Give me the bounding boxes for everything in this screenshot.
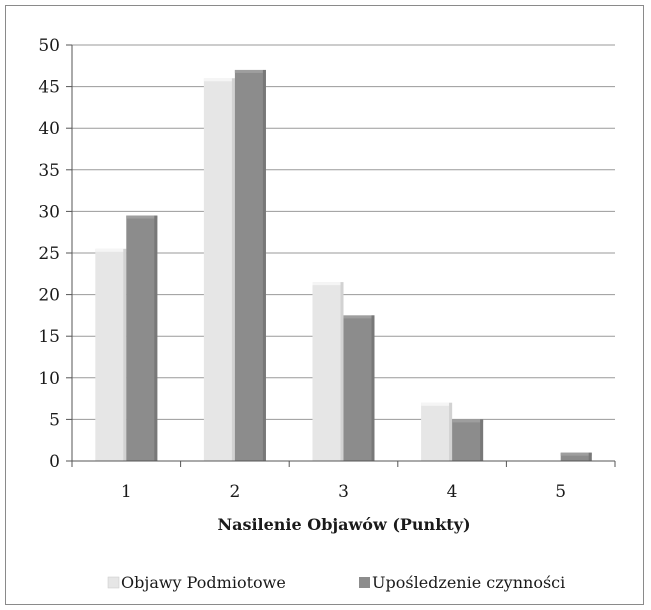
legend-swatch-uposledzenie-czynnosci bbox=[359, 577, 370, 588]
bar-top-highlight bbox=[234, 69, 266, 73]
y-tick-label: 30 bbox=[38, 202, 60, 222]
bar-objawy-podmiotowe-1 bbox=[95, 248, 127, 461]
legend-swatch-objawy-podmiotowe bbox=[107, 576, 120, 589]
bar-edge-shade bbox=[154, 215, 158, 461]
bar-uposledzenie-czynnosci-3 bbox=[343, 315, 375, 461]
bar-body bbox=[126, 215, 158, 461]
bar-uposledzenie-czynnosci-1 bbox=[126, 215, 158, 461]
y-tick-label: 0 bbox=[49, 452, 60, 472]
bar-body bbox=[203, 78, 235, 461]
y-axis-ticks: 0 5 10 15 20 25 30 35 40 45 50 bbox=[38, 36, 72, 472]
bar-edge-shade bbox=[588, 452, 592, 461]
x-axis-title: Nasilenie Objawów (Punkty) bbox=[217, 515, 470, 534]
bar-top-highlight bbox=[343, 315, 375, 319]
y-tick-label: 15 bbox=[38, 327, 60, 347]
bar-uposledzenie-czynnosci-4 bbox=[452, 419, 484, 461]
x-tick-label: 3 bbox=[338, 482, 349, 502]
legend-label-uposledzenie-czynnosci: Upośledzenie czynności bbox=[372, 573, 565, 592]
bar-edge-shade bbox=[371, 315, 375, 461]
y-tick-label: 10 bbox=[38, 369, 60, 389]
y-tick-label: 20 bbox=[38, 286, 60, 306]
bar-uposledzenie-czynnosci-2 bbox=[234, 69, 266, 462]
bar-body bbox=[234, 69, 266, 462]
y-tick-label: 40 bbox=[38, 119, 60, 139]
gridlines bbox=[72, 44, 615, 420]
bar-body bbox=[452, 419, 484, 461]
bar-edge-shade bbox=[231, 78, 235, 461]
bar-top-highlight bbox=[126, 215, 158, 219]
x-tick-label: 2 bbox=[229, 482, 240, 502]
y-tick-label: 35 bbox=[38, 161, 60, 181]
y-tick-label: 50 bbox=[38, 36, 60, 56]
bar-objawy-podmiotowe-2 bbox=[203, 78, 235, 461]
bar-objawy-podmiotowe-4 bbox=[421, 402, 453, 461]
bars bbox=[95, 69, 592, 462]
legend-label-objawy-podmiotowe: Objawy Podmiotowe bbox=[121, 573, 286, 592]
bar-edge-shade bbox=[262, 69, 266, 462]
bar-uposledzenie-czynnosci-5 bbox=[560, 452, 592, 461]
bar-top-highlight bbox=[421, 402, 453, 406]
x-tick-label: 1 bbox=[121, 482, 132, 502]
x-tick-label: 5 bbox=[555, 482, 566, 502]
bar-edge-shade bbox=[449, 402, 453, 461]
bar-top-highlight bbox=[95, 248, 127, 252]
bar-top-highlight bbox=[452, 419, 484, 423]
bar-top-highlight bbox=[560, 452, 592, 456]
bar-body bbox=[95, 248, 127, 461]
legend: Objawy Podmiotowe Upośledzenie czynności bbox=[107, 573, 565, 592]
axes bbox=[71, 45, 615, 462]
bar-edge-shade bbox=[480, 419, 484, 461]
bar-objawy-podmiotowe-3 bbox=[312, 282, 344, 461]
bar-body bbox=[343, 315, 375, 461]
bar-top-highlight bbox=[203, 78, 235, 82]
bar-body bbox=[421, 402, 453, 461]
bar-edge-shade bbox=[123, 248, 127, 461]
bar-top-highlight bbox=[312, 282, 344, 286]
bar-body bbox=[560, 452, 592, 461]
bar-body bbox=[312, 282, 344, 461]
y-tick-label: 5 bbox=[49, 410, 60, 430]
y-tick-label: 25 bbox=[38, 244, 60, 264]
x-tick-label: 4 bbox=[447, 482, 458, 502]
bar-edge-shade bbox=[340, 282, 344, 461]
y-tick-label: 45 bbox=[38, 78, 60, 98]
x-axis-ticks: 1 2 3 4 5 bbox=[71, 461, 616, 502]
